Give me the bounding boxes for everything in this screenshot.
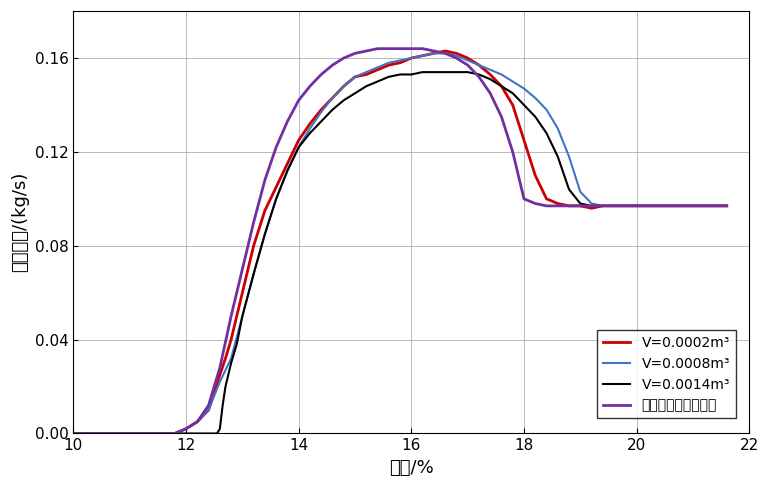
V=0.0002m³ (519, 137, 528, 143)
V=0.0002m³ (486, 72, 495, 78)
V=0.0014m³ (519, 102, 528, 108)
Line: V=0.0002m³: V=0.0002m³ (73, 51, 727, 433)
V=0.0002m³ (440, 48, 450, 54)
V=0.0002m³ (598, 203, 608, 209)
V=0.0014m³ (328, 107, 337, 113)
发动机给定燃油流量 (192, 419, 202, 425)
V=0.0014m³ (69, 430, 78, 436)
V=0.0008m³ (69, 430, 78, 436)
V=0.0002m³ (294, 137, 303, 143)
V=0.0008m³ (418, 53, 427, 59)
V=0.0014m³ (463, 69, 472, 75)
V=0.0002m³ (69, 430, 78, 436)
V=0.0008m³ (508, 79, 517, 84)
发动机给定燃油流量 (350, 50, 360, 56)
V=0.0014m³ (153, 430, 162, 436)
V=0.0008m³ (350, 74, 360, 80)
Line: V=0.0008m³: V=0.0008m³ (73, 53, 727, 433)
V=0.0008m³ (192, 419, 202, 425)
V=0.0014m³ (722, 203, 732, 209)
V=0.0014m³ (497, 83, 506, 89)
发动机给定燃油流量 (373, 46, 382, 52)
发动机给定燃油流量 (429, 48, 438, 54)
Line: 发动机给定燃油流量: 发动机给定燃油流量 (73, 49, 727, 433)
V=0.0008m³ (722, 203, 732, 209)
Legend: V=0.0002m³, V=0.0008m³, V=0.0014m³, 发动机给定燃油流量: V=0.0002m³, V=0.0008m³, V=0.0014m³, 发动机给… (597, 330, 735, 418)
V=0.0002m³ (497, 83, 506, 89)
V=0.0008m³ (688, 203, 698, 209)
V=0.0014m³ (587, 203, 596, 209)
发动机给定燃油流量 (722, 203, 732, 209)
V=0.0002m³ (666, 203, 675, 209)
发动机给定燃油流量 (531, 201, 540, 206)
发动机给定燃油流量 (69, 430, 78, 436)
V=0.0008m³ (531, 95, 540, 101)
发动机给定燃油流量 (688, 203, 698, 209)
发动机给定燃油流量 (508, 149, 517, 155)
Y-axis label: 燃油流量/(kg/s): 燃油流量/(kg/s) (11, 172, 29, 272)
V=0.0002m³ (722, 203, 732, 209)
X-axis label: 转速/%: 转速/% (389, 459, 434, 477)
V=0.0014m³ (418, 69, 427, 75)
Line: V=0.0014m³: V=0.0014m³ (73, 72, 727, 433)
V=0.0008m³ (429, 50, 438, 56)
